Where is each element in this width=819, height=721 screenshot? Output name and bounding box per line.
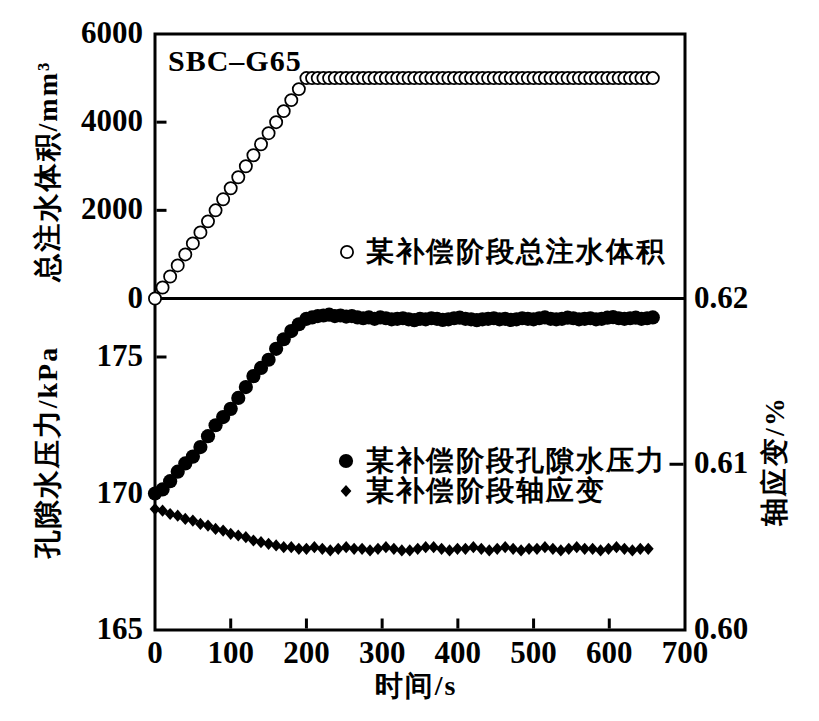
right-y-tick-label: 0.62 [694, 282, 784, 313]
data-point-strain [484, 544, 495, 556]
data-point-strain [627, 544, 638, 556]
data-point-strain [325, 544, 336, 556]
x-tick-label: 500 [494, 637, 574, 668]
x-axis-label: 时间/s [375, 672, 458, 700]
data-point-strain [540, 541, 551, 553]
data-point-volume [225, 182, 237, 194]
data-point-volume [293, 83, 305, 95]
data-point-pore [646, 310, 660, 324]
bottom-left-y-axis-label: 孔隙水压力/kPa [34, 346, 62, 558]
data-point-volume [232, 171, 244, 183]
data-point-volume [247, 149, 259, 161]
data-point-strain [412, 543, 423, 555]
data-point-strain [357, 543, 368, 555]
data-point-strain [388, 543, 399, 555]
data-point-strain [317, 543, 328, 555]
top-y-tick-label: 2000 [0, 193, 143, 224]
legend-marker-volume [341, 246, 353, 258]
data-point-strain [468, 541, 479, 553]
data-point-strain [603, 543, 614, 555]
left-y-tick-label: 170 [0, 477, 143, 508]
data-point-strain [595, 544, 606, 556]
x-tick-label: 400 [418, 637, 498, 668]
legend-marker-strain [341, 485, 352, 497]
data-point-volume [149, 292, 161, 304]
data-point-strain [373, 543, 384, 555]
data-point-strain [532, 543, 543, 555]
legend-top-volume: 某补偿阶段总注水体积 [366, 238, 666, 266]
x-tick-label: 300 [342, 637, 422, 668]
left-y-tick-label: 175 [0, 340, 143, 371]
top-y-tick-label: 6000 [0, 17, 143, 48]
figure: SBC–G65 总注水体积/mm³ 孔隙水压力/kPa 轴应变/% 时间/s 某… [0, 0, 819, 721]
data-point-strain [309, 541, 320, 553]
plot-border [155, 34, 685, 630]
data-point-strain [381, 541, 392, 553]
data-point-strain [460, 543, 471, 555]
data-point-volume [194, 226, 206, 238]
data-point-volume [255, 138, 267, 150]
x-tick-label: 600 [569, 637, 649, 668]
data-point-strain [555, 544, 566, 556]
data-point-strain [500, 541, 511, 553]
legend-axial-strain: 某补偿阶段轴应变 [366, 477, 606, 505]
data-point-volume [270, 116, 282, 128]
data-point-strain [436, 543, 447, 555]
data-point-strain [476, 543, 487, 555]
data-point-volume [240, 160, 252, 172]
x-tick-label: 100 [191, 637, 271, 668]
top-y-axis-label: 总注水体积/mm³ [34, 61, 62, 282]
x-tick-label: 700 [645, 637, 725, 668]
data-point-volume [202, 215, 214, 227]
data-point-volume [217, 193, 229, 205]
legend-marker-pore [339, 454, 353, 468]
data-point-strain [444, 544, 455, 556]
data-point-volume [647, 72, 659, 84]
data-point-volume [156, 281, 168, 293]
data-point-volume [172, 259, 184, 271]
data-point-strain [333, 543, 344, 555]
top-y-tick-label: 0 [0, 282, 143, 313]
data-point-volume [262, 127, 274, 139]
data-point-strain [563, 543, 574, 555]
data-point-strain [404, 544, 415, 556]
legend-pore-pressure: 某补偿阶段孔隙水压力 [366, 447, 666, 475]
data-point-strain [571, 541, 582, 553]
series-title: SBC–G65 [168, 46, 302, 76]
data-point-strain [365, 544, 376, 556]
data-point-volume [209, 204, 221, 216]
data-point-strain [341, 541, 352, 553]
top-y-tick-label: 4000 [0, 105, 143, 136]
data-point-volume [278, 105, 290, 117]
data-point-strain [547, 543, 558, 555]
data-point-volume [164, 270, 176, 282]
data-point-strain [587, 543, 598, 555]
x-tick-label: 200 [266, 637, 346, 668]
data-point-strain [301, 543, 312, 555]
data-point-strain [611, 541, 622, 553]
data-point-volume [179, 248, 191, 260]
data-point-strain [428, 541, 439, 553]
data-point-volume [187, 237, 199, 249]
data-point-volume [285, 94, 297, 106]
right-y-tick-label: 0.61 [694, 447, 784, 478]
data-point-strain [516, 544, 527, 556]
x-tick-label: 0 [115, 637, 195, 668]
data-point-strain [643, 543, 654, 555]
data-point-strain [492, 543, 503, 555]
data-point-strain [508, 543, 519, 555]
data-point-strain [619, 543, 630, 555]
